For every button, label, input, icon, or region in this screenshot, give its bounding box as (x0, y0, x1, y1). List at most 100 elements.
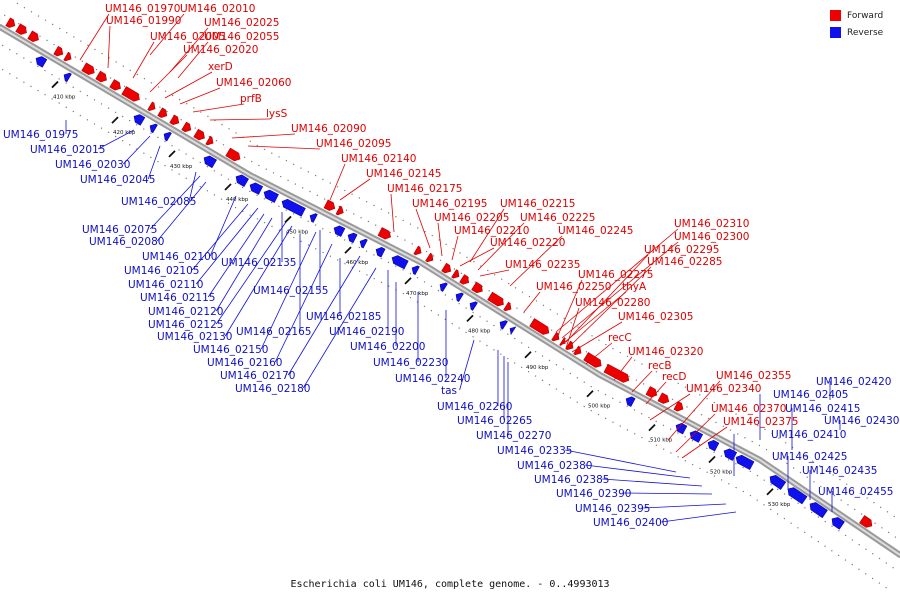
forward-gene[interactable] (6, 18, 17, 30)
forward-gene[interactable] (64, 52, 74, 63)
forward-gene-label[interactable]: UM146_02010 (180, 3, 255, 15)
forward-gene-label[interactable]: UM146_02025 (204, 17, 279, 29)
reverse-gene[interactable] (468, 300, 478, 311)
reverse-gene-label[interactable]: UM146_02190 (329, 326, 404, 338)
reverse-gene-label[interactable]: UM146_02015 (30, 144, 105, 156)
forward-gene-label[interactable]: lysS (266, 108, 288, 120)
reverse-gene[interactable] (358, 237, 367, 248)
reverse-gene-label[interactable]: UM146_02115 (140, 292, 215, 304)
reverse-gene-label[interactable]: UM146_02030 (55, 159, 130, 171)
reverse-gene-label[interactable]: UM146_02385 (534, 474, 609, 486)
reverse-gene-label[interactable]: UM146_02200 (350, 341, 425, 353)
reverse-gene-label[interactable]: UM146_02105 (124, 265, 199, 277)
forward-gene-label[interactable]: UM146_01990 (106, 15, 181, 27)
reverse-gene[interactable] (374, 245, 385, 257)
forward-gene-label[interactable]: UM146_02375 (723, 416, 798, 428)
reverse-gene-label[interactable]: UM146_02430 (824, 415, 899, 427)
reverse-gene[interactable] (62, 71, 72, 82)
forward-gene-label[interactable]: UM146_01970 (105, 3, 180, 15)
forward-gene-label[interactable]: UM146_02235 (505, 259, 580, 271)
reverse-gene-label[interactable]: UM146_02185 (306, 311, 381, 323)
forward-gene[interactable] (148, 102, 158, 113)
reverse-gene-label[interactable]: UM146_02230 (373, 357, 448, 369)
forward-gene-label[interactable]: UM146_02225 (520, 212, 595, 224)
reverse-gene[interactable] (508, 325, 516, 335)
forward-gene-label[interactable]: UM146_02210 (454, 225, 529, 237)
reverse-gene-label[interactable]: UM146_02080 (89, 236, 164, 248)
reverse-gene-label[interactable]: UM146_02125 (148, 319, 223, 331)
forward-gene-label[interactable]: UM146_02220 (490, 237, 565, 249)
forward-gene-label[interactable]: UM146_02355 (716, 370, 791, 382)
forward-gene-label[interactable]: UM146_02275 (578, 269, 653, 281)
forward-gene[interactable] (566, 341, 576, 352)
forward-gene-label[interactable]: UM146_02145 (366, 168, 441, 180)
reverse-gene-label[interactable]: tas (441, 385, 457, 397)
forward-gene-label[interactable]: UM146_02060 (216, 77, 291, 89)
reverse-gene[interactable] (624, 395, 635, 407)
reverse-gene-label[interactable]: UM146_02395 (575, 503, 650, 515)
reverse-gene[interactable] (162, 130, 172, 141)
forward-gene[interactable] (452, 270, 462, 281)
forward-gene-label[interactable]: UM146_02175 (387, 183, 462, 195)
forward-gene-label[interactable]: prfB (240, 93, 262, 105)
reverse-gene-label[interactable]: UM146_02415 (785, 403, 860, 415)
forward-gene-label[interactable]: UM146_02280 (575, 297, 650, 309)
forward-gene-label[interactable]: UM146_02245 (558, 225, 633, 237)
forward-gene[interactable] (182, 122, 193, 134)
reverse-gene-label[interactable]: UM146_02435 (802, 465, 877, 477)
forward-gene-label[interactable]: UM146_02020 (183, 44, 258, 56)
forward-gene-label[interactable]: UM146_02215 (500, 198, 575, 210)
reverse-gene-label[interactable]: UM146_02405 (773, 389, 848, 401)
forward-gene-label[interactable]: xerD (208, 61, 233, 73)
forward-gene-label[interactable]: UM146_02285 (647, 256, 722, 268)
reverse-gene-label[interactable]: UM146_02380 (517, 460, 592, 472)
forward-gene-label[interactable]: UM146_02340 (686, 383, 761, 395)
forward-gene[interactable] (336, 206, 345, 217)
forward-gene[interactable] (414, 246, 424, 257)
reverse-gene-label[interactable]: UM146_02270 (476, 430, 551, 442)
forward-gene-label[interactable]: UM146_02295 (644, 244, 719, 256)
forward-gene-label[interactable]: UM146_02205 (434, 212, 509, 224)
reverse-gene[interactable] (410, 264, 420, 275)
reverse-gene[interactable] (438, 281, 448, 292)
reverse-gene-label[interactable]: UM146_02425 (772, 451, 847, 463)
reverse-gene-label[interactable]: UM146_02085 (121, 196, 196, 208)
reverse-gene-label[interactable]: UM146_02260 (437, 401, 512, 413)
reverse-gene-label[interactable]: UM146_02420 (816, 376, 891, 388)
forward-gene[interactable] (170, 115, 181, 127)
forward-gene-label[interactable]: UM146_02055 (204, 31, 279, 43)
forward-gene[interactable] (54, 46, 65, 58)
forward-gene[interactable] (552, 332, 562, 343)
forward-gene-label[interactable]: UM146_02305 (618, 311, 693, 323)
reverse-gene-label[interactable]: UM146_02075 (82, 224, 157, 236)
reverse-gene-label[interactable]: UM146_02265 (457, 415, 532, 427)
forward-gene-label[interactable]: UM146_02090 (291, 123, 366, 135)
reverse-gene-label[interactable]: UM146_02135 (221, 257, 296, 269)
reverse-gene[interactable] (308, 212, 317, 223)
reverse-gene-label[interactable]: UM146_02335 (497, 445, 572, 457)
reverse-gene-label[interactable]: UM146_01975 (3, 129, 78, 141)
reverse-gene-label[interactable]: UM146_02045 (80, 174, 155, 186)
reverse-gene-label[interactable]: UM146_02130 (157, 331, 232, 343)
forward-gene-label[interactable]: UM146_02250 (536, 281, 611, 293)
reverse-gene-label[interactable]: UM146_02160 (207, 357, 282, 369)
forward-gene[interactable] (426, 253, 436, 264)
forward-gene[interactable] (504, 302, 514, 313)
reverse-gene[interactable] (498, 318, 508, 329)
forward-gene-label[interactable]: recD (662, 371, 686, 383)
forward-gene-label[interactable]: thyA (622, 281, 647, 293)
forward-gene[interactable] (158, 108, 169, 120)
forward-gene[interactable] (206, 136, 216, 147)
reverse-gene-label[interactable]: UM146_02240 (395, 373, 470, 385)
forward-gene-label[interactable]: UM146_02300 (674, 231, 749, 243)
reverse-gene-label[interactable]: UM146_02100 (142, 251, 217, 263)
forward-gene-label[interactable]: UM146_02310 (674, 218, 749, 230)
reverse-gene[interactable] (148, 122, 158, 133)
reverse-gene[interactable] (454, 291, 464, 302)
forward-gene-label[interactable]: recC (608, 332, 632, 344)
forward-gene-label[interactable]: UM146_02195 (412, 198, 487, 210)
reverse-gene-label[interactable]: UM146_02165 (236, 326, 311, 338)
forward-gene-label[interactable]: UM146_02095 (316, 138, 391, 150)
